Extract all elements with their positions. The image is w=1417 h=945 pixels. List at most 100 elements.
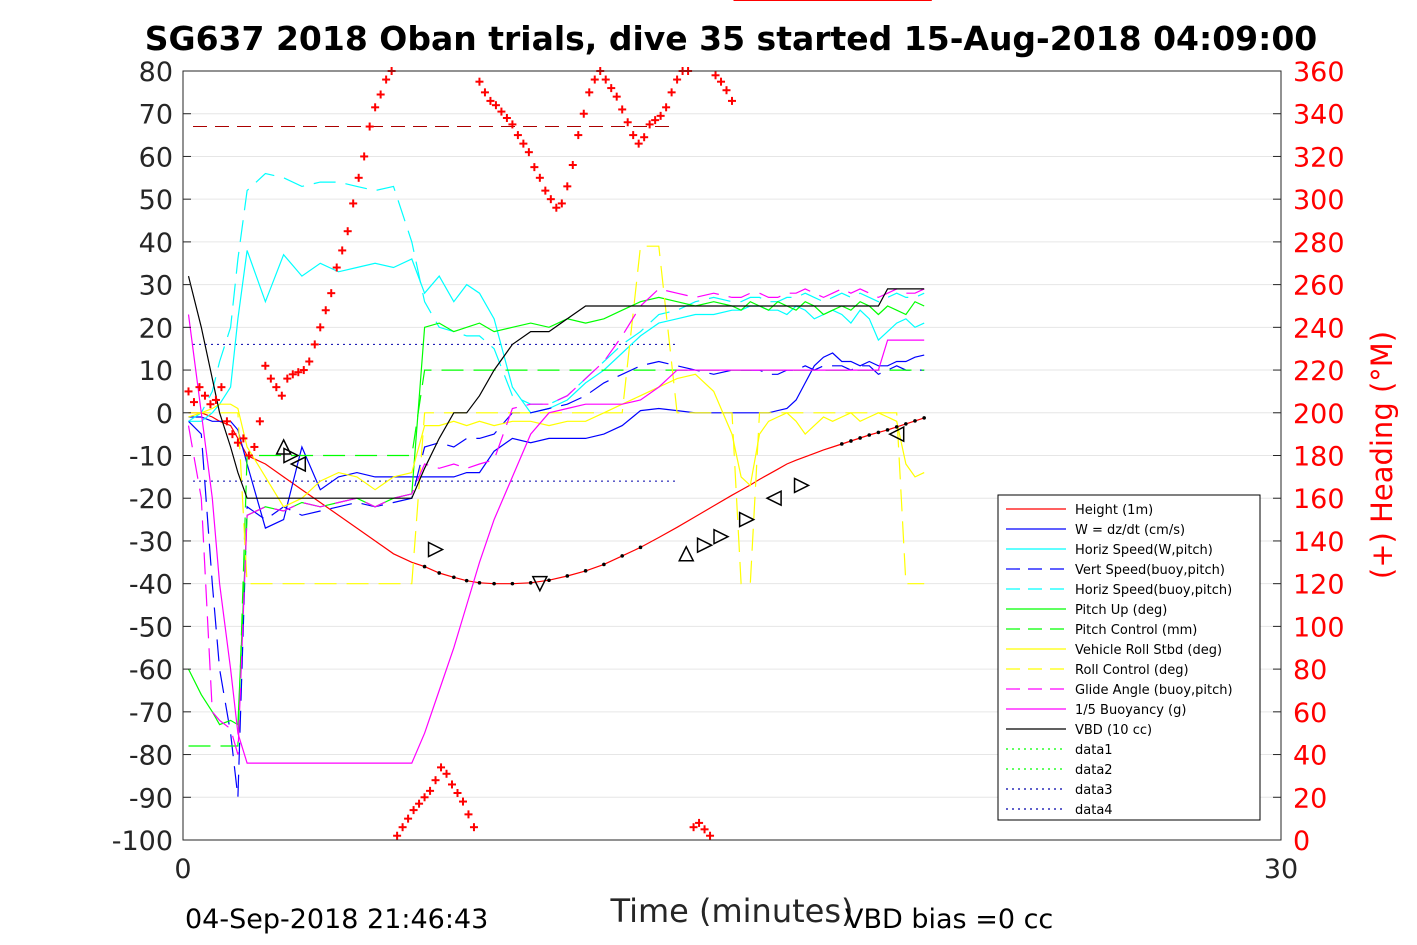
heading-marker	[415, 799, 424, 808]
heading-marker	[634, 139, 643, 148]
right-tick-label: 100	[1293, 612, 1345, 643]
heading-marker	[640, 133, 649, 142]
heading-marker	[502, 113, 511, 122]
heading-marker	[398, 823, 407, 832]
left-tick-label: 0	[156, 399, 173, 430]
series-lines	[187, 172, 925, 798]
left-tick-label: -40	[129, 570, 173, 601]
legend-label: data3	[1075, 783, 1113, 798]
right-tick-label: 260	[1293, 271, 1345, 302]
series-line-1	[188, 352, 925, 529]
heading-marker	[513, 131, 522, 140]
heading-marker	[184, 387, 193, 396]
triangle-marker-3	[427, 541, 445, 558]
series-line-4	[188, 172, 925, 422]
heading-marker	[261, 361, 270, 370]
triangle-marker-1	[283, 447, 300, 464]
legend-label: data2	[1075, 763, 1113, 778]
height-dot	[528, 581, 533, 585]
footer-timestamp: 04-Sep-2018 21:46:43	[185, 904, 488, 935]
heading-marker	[316, 323, 325, 332]
heading-marker	[332, 263, 341, 272]
heading-marker	[552, 203, 561, 212]
heading-marker	[480, 88, 489, 97]
height-dot	[867, 433, 872, 437]
left-tick-label: 70	[139, 100, 173, 131]
heading-marker	[228, 430, 237, 439]
heading-marker	[662, 103, 671, 112]
heading-marker	[519, 139, 528, 148]
heading-marker	[200, 391, 209, 400]
heading-marker	[365, 122, 374, 131]
heading-marker	[563, 182, 572, 191]
triangle-marker-8	[738, 511, 756, 528]
right-tick-label: 180	[1293, 442, 1345, 473]
height-dot	[477, 581, 482, 585]
heading-marker	[294, 368, 303, 377]
heading-marker	[656, 111, 665, 120]
heading-marker	[612, 92, 621, 101]
left-tick-label: 20	[139, 313, 173, 344]
right-tick-label: 140	[1293, 527, 1345, 558]
heading-marker	[568, 160, 577, 169]
series-line-9	[187, 288, 925, 755]
heading-marker	[689, 823, 698, 832]
heading-marker	[623, 118, 632, 127]
heading-marker	[667, 88, 676, 97]
height-dot	[885, 428, 890, 432]
height-dot	[583, 569, 588, 573]
heading-marker	[239, 434, 248, 443]
legend-label: Pitch Up (deg)	[1075, 603, 1167, 618]
heading-marker	[404, 814, 413, 823]
height-dot	[638, 545, 643, 550]
right-tick-label: 160	[1293, 484, 1345, 515]
left-tick-label: 30	[139, 271, 173, 302]
height-dot	[437, 571, 442, 575]
height-dot	[547, 578, 551, 583]
legend-label: data1	[1075, 743, 1113, 758]
right-tick-label: 280	[1293, 228, 1345, 259]
heading-marker	[233, 438, 242, 447]
triangle-marker-2	[289, 455, 307, 473]
heading-marker	[371, 103, 380, 112]
heading-marker	[272, 383, 281, 392]
right-tick-label: 80	[1293, 655, 1327, 686]
right-tick-label: 120	[1293, 570, 1345, 601]
heading-marker	[244, 451, 253, 460]
height-dot	[602, 562, 606, 567]
heading-marker	[206, 400, 215, 409]
heading-marker	[645, 120, 654, 129]
heading-marker	[382, 75, 391, 84]
legend-label: Vert Speed(buoy,pitch)	[1075, 563, 1225, 578]
right-tick-label: 340	[1293, 100, 1345, 131]
reference-lines	[193, 126, 675, 482]
heading-marker	[601, 75, 610, 84]
heading-marker	[283, 374, 292, 383]
heading-marker	[711, 71, 720, 80]
heading-marker	[618, 105, 627, 114]
height-dot	[913, 419, 917, 423]
heading-marker	[266, 374, 275, 383]
heading-marker	[530, 163, 539, 172]
left-tick-label: 10	[139, 356, 173, 387]
triangle-marker-10	[793, 477, 811, 494]
legend: Height (1m) W = dz/dt (cm/s) Horiz Speed(W…	[997, 494, 1261, 821]
left-tick-label: 50	[139, 185, 173, 216]
triangle-marker-11	[888, 425, 905, 443]
left-tick-label: -10	[129, 442, 173, 473]
heading-marker	[288, 370, 297, 379]
left-tick-label: -20	[129, 484, 173, 515]
heading-marker	[448, 780, 457, 789]
right-tick-label: 220	[1293, 356, 1345, 387]
heading-marker	[349, 199, 358, 208]
triangle-marker-9	[765, 490, 782, 507]
heading-marker	[491, 101, 500, 110]
heading-marker	[535, 173, 544, 182]
heading-marker	[299, 366, 308, 375]
heading-marker	[722, 86, 731, 95]
right-tick-label: 20	[1293, 783, 1327, 814]
heading-marker	[222, 417, 231, 426]
heading-marker	[728, 96, 736, 105]
left-tick-label: 40	[139, 228, 173, 259]
heading-marker	[327, 289, 336, 298]
